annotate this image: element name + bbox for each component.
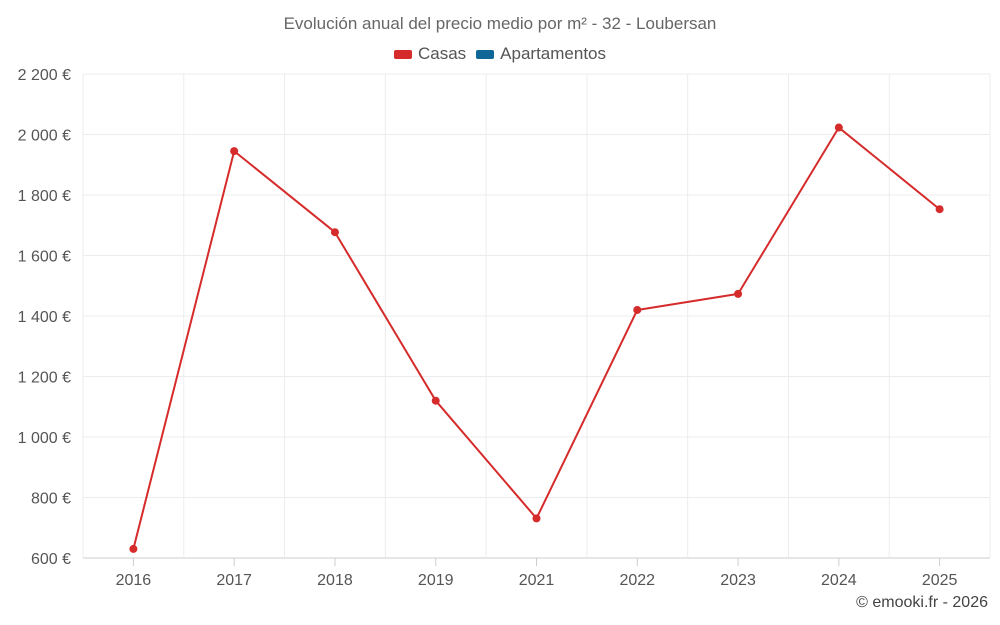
data-point-casas-2016 (129, 544, 138, 553)
chart-title: Evolución anual del precio medio por m² … (283, 14, 717, 33)
y-tick-label: 800 € (31, 491, 71, 508)
x-tick-label: 2022 (619, 572, 655, 589)
y-tick-label: 1 400 € (18, 309, 71, 326)
chart-legend: Casas Apartamentos (0, 44, 1000, 64)
x-tick-label: 2017 (216, 572, 252, 589)
legend-item-apartamentos[interactable]: Apartamentos (476, 44, 606, 64)
y-tick-label: 1 000 € (18, 430, 71, 447)
x-tick-label: 2025 (922, 572, 958, 589)
series-line-casas (132, 126, 941, 550)
x-tick-label: 2021 (519, 572, 555, 589)
data-point-casas-2019 (431, 396, 440, 405)
y-tick-label: 2 200 € (18, 67, 71, 84)
data-point-casas-2025 (935, 205, 944, 214)
y-tick-label: 600 € (31, 551, 71, 568)
y-tick-label: 1 600 € (18, 249, 71, 266)
data-point-casas-2018 (330, 228, 339, 237)
legend-swatch-casas (393, 49, 412, 59)
x-tick-label: 2019 (418, 572, 454, 589)
x-tick-label: 2018 (317, 572, 353, 589)
legend-swatch-apartamentos (476, 49, 495, 59)
data-point-casas-2017 (230, 147, 239, 156)
data-point-casas-2022 (633, 305, 642, 314)
data-point-casas-2023 (734, 289, 743, 298)
data-point-casas-2021 (532, 514, 541, 523)
data-point-casas-2024 (834, 123, 843, 132)
y-tick-label: 1 200 € (18, 370, 71, 387)
y-tick-label: 2 000 € (18, 128, 71, 145)
x-tick-label: 2024 (821, 572, 857, 589)
y-tick-label: 1 800 € (18, 188, 71, 205)
legend-label-casas: Casas (417, 44, 467, 63)
x-tick-label: 2023 (720, 572, 756, 589)
legend-item-casas[interactable]: Casas (393, 44, 467, 64)
legend-label-apartamentos: Apartamentos (500, 44, 607, 63)
x-tick-label: 2016 (116, 572, 152, 589)
credit-text: © emooki.fr - 2026 (856, 594, 988, 611)
